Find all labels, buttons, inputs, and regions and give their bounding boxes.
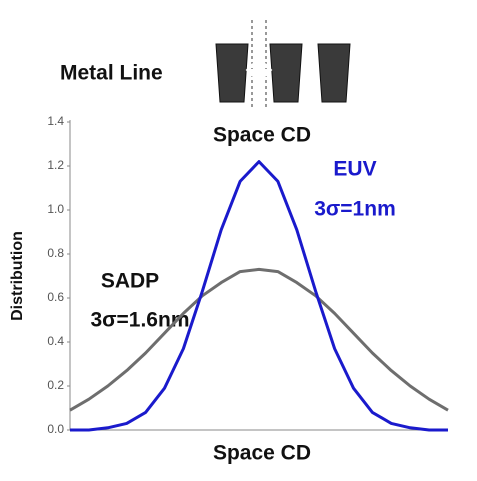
header-caption: Space CD xyxy=(213,124,311,147)
series-annotation: 3σ=1nm xyxy=(314,198,396,221)
y-tick-label: 0.6 xyxy=(47,290,64,304)
header-label: Metal Line xyxy=(60,62,163,85)
series-name: SADP xyxy=(101,270,159,293)
y-tick-label: 0.4 xyxy=(47,334,64,348)
series-annotation: 3σ=1.6nm xyxy=(90,309,189,332)
arrow-head xyxy=(245,63,254,77)
y-tick-label: 0.8 xyxy=(47,246,64,260)
metal-line xyxy=(317,43,351,103)
y-tick-label: 1.0 xyxy=(47,202,64,216)
series-line xyxy=(69,267,449,412)
y-axis-label: Distribution xyxy=(9,231,26,321)
metal-line-icon xyxy=(215,20,351,110)
series-name: EUV xyxy=(333,158,376,181)
series-line xyxy=(70,160,448,432)
y-tick-label: 1.2 xyxy=(47,158,64,172)
x-axis-label: Space CD xyxy=(213,442,311,465)
arrow-head xyxy=(264,63,273,77)
y-tick-label: 0.2 xyxy=(47,378,64,392)
metal-line xyxy=(215,43,249,103)
y-tick-label: 0.0 xyxy=(47,422,64,436)
y-tick-label: 1.4 xyxy=(47,114,64,128)
metal-line xyxy=(269,43,303,103)
